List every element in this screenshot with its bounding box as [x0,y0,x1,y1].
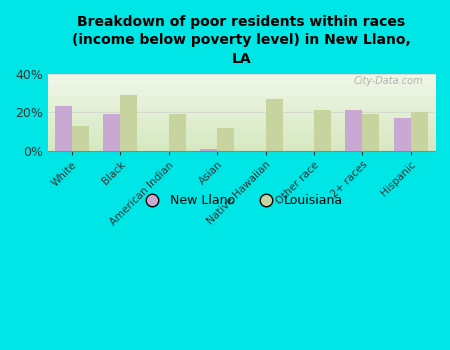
Bar [200,149,217,150]
Bar [362,114,379,150]
Bar [394,118,411,150]
Bar [266,99,283,150]
Legend: New Llano, Louisiana: New Llano, Louisiana [135,189,348,212]
Bar [411,112,428,150]
Bar [169,114,186,150]
Bar [217,127,234,150]
Bar [120,95,137,150]
Bar [314,110,331,150]
Title: Breakdown of poor residents within races
(income below poverty level) in New Lla: Breakdown of poor residents within races… [72,15,411,66]
Bar [72,126,89,150]
Text: City-Data.com: City-Data.com [354,76,423,86]
Bar [104,114,120,150]
Bar [346,110,362,150]
Bar [55,106,72,150]
